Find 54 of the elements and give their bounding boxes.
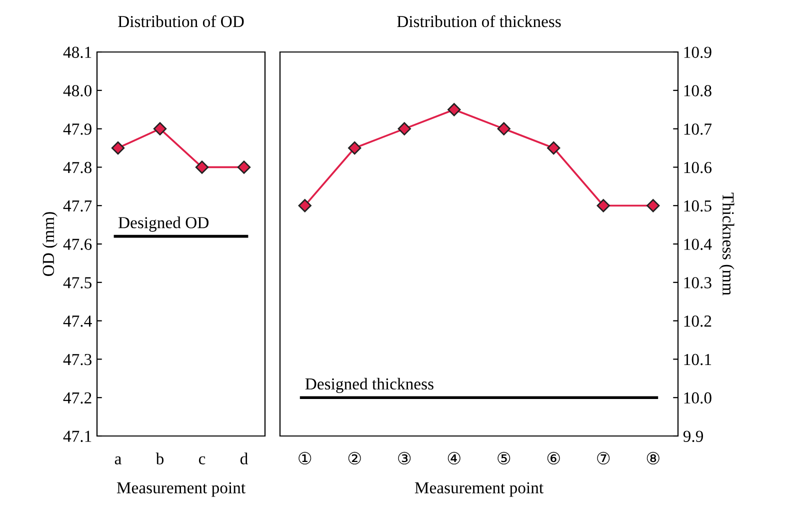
point	[596, 199, 610, 212]
x-tick-label: ③	[398, 452, 411, 464]
ref-line-label: Designed thickness	[305, 378, 434, 393]
y-tick-label: 47.9	[63, 124, 92, 135]
y2-tick-label: 10.2	[684, 316, 712, 327]
point	[298, 199, 312, 212]
y2-tick-label: 10.5	[684, 200, 712, 212]
x-tick-label: ⑤	[498, 452, 510, 464]
y2-tick-label: 10.3	[684, 277, 712, 288]
point	[237, 160, 251, 174]
y-tick-label: 47.6	[63, 238, 92, 250]
x-tick-label: ⑦	[597, 452, 610, 464]
y-tick-label: 47.8	[63, 162, 92, 174]
y2-tick-label: 10.8	[684, 85, 712, 96]
y2-tick-label: 10.4	[684, 238, 712, 250]
y2-tick-label: 10.6	[684, 162, 712, 174]
point	[111, 141, 125, 155]
y-tick-label: 47.5	[63, 277, 92, 288]
chart-title: Distribution of thickness	[397, 15, 561, 28]
point	[195, 160, 209, 174]
y2-tick-label: 10.1	[684, 354, 712, 366]
y-tick-label: 48.1	[63, 46, 92, 58]
ref-line-label: Designed OD	[118, 216, 209, 232]
point	[497, 122, 510, 136]
point	[448, 103, 461, 116]
x-tick-label: ①	[298, 452, 312, 464]
chart-title: Distribution of OD	[118, 15, 244, 28]
x-tick-label: c	[198, 456, 206, 464]
point	[153, 122, 167, 136]
x-tick-label: ④	[448, 452, 460, 464]
x-axis-title: Measurement point	[116, 482, 246, 497]
y-tick-label: 47.1	[63, 430, 92, 442]
x-tick-label: a	[114, 456, 122, 464]
y2-tick-label: 10.0	[684, 392, 712, 404]
y2-tick-label: 9.9	[683, 430, 704, 442]
y-tick-label: 47.4	[63, 316, 92, 327]
x-tick-label: b	[156, 452, 164, 464]
y2-axis-title: Thickness (mm	[719, 192, 734, 296]
point	[348, 141, 362, 155]
y-tick-label: 48.0	[63, 85, 92, 96]
y2-tick-label: 10.7	[684, 124, 712, 135]
y2-tick-label: 10.9	[684, 46, 712, 58]
point	[398, 122, 411, 136]
x-tick-label: d	[240, 452, 248, 464]
y-axis-title: OD (mm)	[42, 212, 58, 276]
point	[547, 141, 560, 155]
point	[646, 199, 660, 212]
y-tick-label: 47.3	[63, 354, 92, 366]
x-axis-title: Measurement point	[414, 482, 544, 497]
y-tick-label: 47.7	[63, 200, 92, 212]
x-tick-label: ②	[348, 452, 361, 464]
x-tick-label: ⑥	[547, 452, 560, 464]
x-tick-label: ⑧	[646, 452, 660, 464]
y-tick-label: 47.2	[63, 392, 92, 404]
